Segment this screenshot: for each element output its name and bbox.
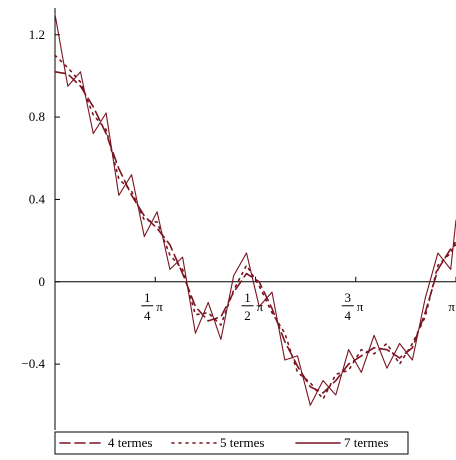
x-tick-label: 3 4π xyxy=(341,290,364,323)
legend-label: 4 termes xyxy=(108,435,152,450)
legend-label: 5 termes xyxy=(220,435,264,450)
y-tick-label: 0.4 xyxy=(29,191,46,206)
y-tick-label: 0.8 xyxy=(29,109,45,124)
x-tick-pi: π xyxy=(156,299,163,314)
series-line-4-termes xyxy=(54,71,456,394)
x-tick-pi: π xyxy=(448,299,455,314)
x-tick-label: π xyxy=(448,299,455,314)
x-tick-denominator: 4 xyxy=(345,308,352,323)
x-tick-label: 1 4π xyxy=(141,290,163,323)
series-line-7-termes xyxy=(54,13,456,406)
x-tick-denominator: 2 xyxy=(244,308,251,323)
series-line-5-termes xyxy=(54,54,456,400)
y-tick-label: 0 xyxy=(39,274,46,289)
x-tick-numerator: 1 xyxy=(144,290,151,305)
x-tick-label: 12π xyxy=(241,290,264,323)
legend-label: 7 termes xyxy=(344,435,388,450)
series-lines xyxy=(54,13,456,406)
axes xyxy=(54,8,456,430)
x-tick-numerator: 3 xyxy=(345,290,352,305)
y-tick-label: 1.2 xyxy=(29,27,45,42)
y-tick-label: −0.4 xyxy=(21,356,45,371)
x-tick-pi: π xyxy=(357,299,364,314)
legend-box xyxy=(54,431,409,455)
x-tick-denominator: 4 xyxy=(144,308,151,323)
x-tick-numerator: 1 xyxy=(244,290,251,305)
y-tick-labels: 1.2 0.8 0.4 0 −0.4 xyxy=(21,27,60,371)
legend: 4 termes 5 termes 7 termes xyxy=(54,431,409,455)
